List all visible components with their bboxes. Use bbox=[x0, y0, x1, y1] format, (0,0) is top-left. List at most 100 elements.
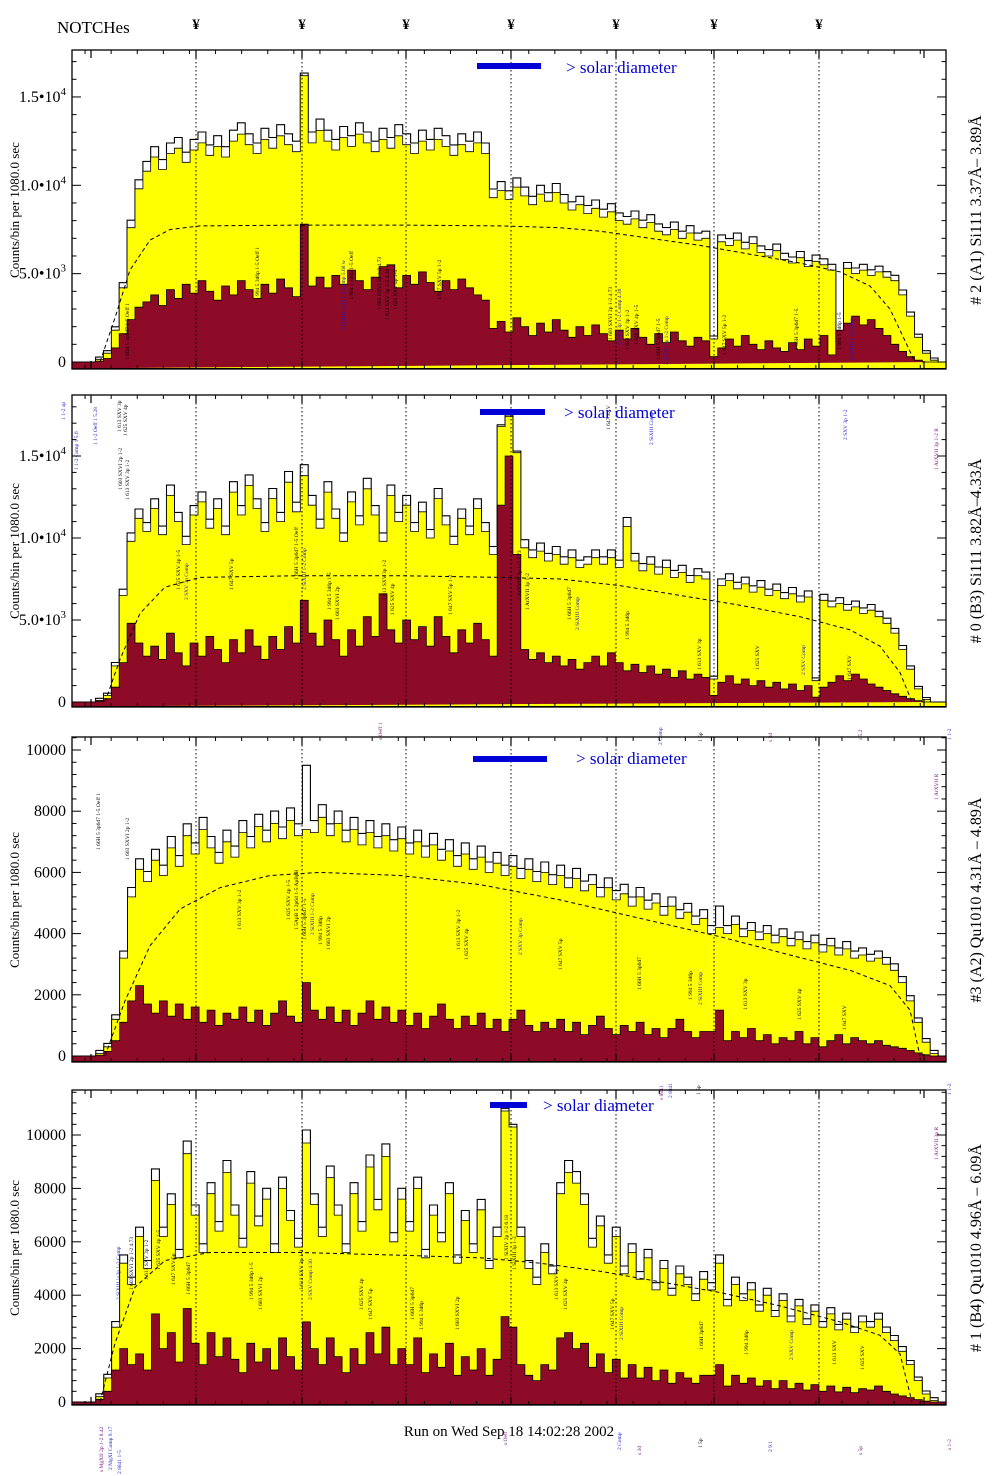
line-annotation: 1 647 SXV 5p 1-2 bbox=[722, 315, 728, 355]
line-annotation: 1 647 SXV 5p bbox=[368, 1288, 374, 1320]
line-annotation: 1 613 SXV 3p 1-2 bbox=[237, 890, 243, 930]
line-annotation: s Oeff bbox=[502, 1431, 509, 1445]
line-annotation: 1 994 5 3d6p 1-5 bbox=[327, 572, 333, 610]
line-annotation: 2 SiXIII Comp bbox=[649, 412, 655, 445]
line-annotation: 1 647 SXV 5p bbox=[558, 938, 564, 970]
y-tick-label: 1.5•104 bbox=[19, 86, 67, 106]
line-annotation: 1 1-2 bbox=[947, 1083, 953, 1095]
y-tick-label: 4000 bbox=[34, 926, 66, 943]
line-annotation: 1 625 SXV 4p bbox=[359, 1278, 365, 1310]
line-annotation: 1 603 SXVI 2p bbox=[455, 1296, 461, 1330]
line-annotation: 1 5p bbox=[698, 1438, 704, 1448]
line-annotation: 1 613 SXV 3p bbox=[554, 1268, 560, 1300]
line-annotation: 1 625 SXV 4p bbox=[390, 583, 396, 615]
line-annotation: 2 SiXIII 1s3p 1-2 Comp 5.68 w bbox=[341, 260, 347, 330]
line-annotation: 2 8841 1-5 bbox=[117, 1450, 123, 1474]
average-curve bbox=[99, 224, 916, 363]
y-tick-label: 8000 bbox=[34, 803, 66, 820]
y-tick-label: 1.0•104 bbox=[19, 527, 67, 547]
run-timestamp: Run on Wed Sep 18 14:02:28 2002 bbox=[403, 1424, 615, 1440]
notch-symbol: ¥ bbox=[612, 17, 620, 33]
notches-title: NOTCHes bbox=[57, 18, 130, 37]
line-annotation: s 8841 bbox=[659, 1085, 665, 1100]
panel-4-y-axis-unit: Counts/bin per 1080.0 sec bbox=[7, 1179, 22, 1316]
line-annotation: 1 625 SXV bbox=[860, 1345, 866, 1370]
line-annotation: 1 994 5 3d6p bbox=[318, 916, 324, 945]
line-annotation: 1 603 SXVI 2p bbox=[326, 916, 332, 950]
line-annotation: 1 625 SXV 4p 1-5 bbox=[393, 270, 399, 310]
histogram-dark-red bbox=[71, 455, 939, 707]
line-annotation: 1 613 SXV bbox=[832, 1340, 838, 1365]
line-annotation: 1 625 SXV 4p 1-5 bbox=[634, 305, 640, 345]
line-annotation: 1 994 3d6p bbox=[744, 1330, 750, 1355]
panel-3-y-axis-unit: Counts/bin per 1080.0 sec bbox=[7, 831, 22, 968]
y-tick-label: 1.0•104 bbox=[19, 174, 67, 194]
line-annotation: 1 994 5 3d6p bbox=[688, 971, 694, 1000]
panel-2-right-label: # 0 (B3) Si111 3.82Å–4.33Å bbox=[968, 458, 985, 644]
line-annotation: 2 SiXIV 2p 1-2 Comp bbox=[664, 316, 670, 365]
panel-1-y-axis-unit: Counts/bin per 1080.0 sec bbox=[7, 141, 22, 278]
line-annotation: 2 SiXIII 1-2 Comp bbox=[849, 318, 855, 360]
solar-diameter-label: > solar diameter bbox=[566, 58, 677, 77]
panel-1-right-label: # 2 (A1) Si111 3.37Å– 3.89Å bbox=[968, 114, 985, 305]
line-annotation: 1 ArXVIII 2p 1-2 3.73 bbox=[517, 550, 523, 600]
y-tick-label: 8000 bbox=[34, 1180, 66, 1197]
line-annotation: 2 SXV 3p 1-2 Comp 4.30 bbox=[617, 288, 623, 345]
line-annotation: 2 SXV 3p Comp bbox=[518, 918, 524, 955]
line-annotation: 2 SXV Comp bbox=[801, 645, 807, 675]
y-tick-label: 10000 bbox=[26, 1127, 66, 1144]
notch-symbol: ¥ bbox=[815, 17, 823, 33]
line-annotation: 1 625 SXV 4p 1-5 bbox=[156, 1230, 162, 1270]
line-annotation: 2 SiXIII Comp bbox=[575, 597, 581, 630]
line-annotation: 1 66H 3p6d7 bbox=[699, 1321, 705, 1350]
line-annotation: 2 SiXIII 1-2 Comp bbox=[310, 893, 316, 935]
line-annotation: 1 613 SXV 3p bbox=[743, 978, 749, 1010]
y-tick-label: 6000 bbox=[34, 864, 66, 881]
line-annotation: 1 66H 5 3p6d7 1-5 bbox=[302, 898, 308, 940]
line-annotation: 1 603 SXVI 2p 1-2 4.73 bbox=[608, 287, 614, 340]
line-annotation: 1 647 SXV 5p 1-2 bbox=[448, 575, 454, 615]
line-annotation: 1 647 SXV 5p bbox=[229, 558, 235, 590]
line-annotation: 1 66H 5 3p6d7 bbox=[567, 587, 573, 620]
line-annotation: s 5.2 bbox=[858, 729, 864, 740]
panel-frame bbox=[71, 736, 947, 1063]
histogram-dark-red bbox=[71, 982, 947, 1062]
line-annotation: 2 MgXI Comp 9.17 bbox=[108, 1426, 114, 1470]
line-annotation: 1 625 SXV 4p 1-5 bbox=[286, 880, 292, 920]
y-tick-label: 5.0•103 bbox=[19, 263, 67, 283]
line-annotation: 1 625 SXV 4p bbox=[797, 988, 803, 1020]
average-curve bbox=[99, 1252, 913, 1403]
panel-3-right-label: #3 (A2) Qu1010 4.31Å – 4.89Å bbox=[968, 797, 985, 1002]
histogram-dark-red bbox=[71, 1308, 947, 1405]
line-annotation: 1 625 SXV bbox=[755, 645, 761, 670]
line-annotation: 1 647 SXV 5p bbox=[610, 1298, 616, 1330]
histogram-dark-red bbox=[71, 223, 939, 369]
line-annotation: 2 SiXIII 1s3p 1-2 Comp bbox=[116, 1246, 122, 1300]
line-annotation: s 1-2 bbox=[947, 1439, 953, 1450]
y-tick-label: 0 bbox=[58, 1394, 66, 1411]
y-tick-label: 1.5•104 bbox=[19, 445, 67, 465]
line-annotation: 1 1-2 ap bbox=[61, 402, 67, 420]
line-annotation: 1 ArXVII R bbox=[934, 773, 940, 800]
line-annotation: 1 994 5 3d6p bbox=[625, 611, 631, 640]
solar-diameter-bar bbox=[473, 756, 547, 762]
line-annotation: 1 66H 5 3p6d7 bbox=[186, 1262, 192, 1295]
line-annotation: 1 66H 5 3p6d7 1-5 Oeff bbox=[293, 527, 300, 580]
line-annotation: 2 Comp bbox=[658, 727, 664, 745]
notch-symbol: ¥ bbox=[402, 17, 410, 33]
average-curve bbox=[104, 871, 921, 1057]
line-annotation: 2 SXV Comp bbox=[789, 1330, 795, 1360]
solar-diameter-label: > solar diameter bbox=[564, 403, 675, 422]
line-annotation: 1 625 SXV 4p 1-5 bbox=[176, 550, 182, 590]
line-annotation: 1 66H 5 3p6d7 1-5 bbox=[794, 308, 800, 350]
line-annotation: 1 613 SXV 3p 1-2 4.30 bbox=[385, 269, 391, 320]
line-annotation: 1 613 SXV 3p 1-2 bbox=[382, 560, 388, 600]
y-tick-label: 5.0•103 bbox=[19, 609, 67, 629]
line-annotation: 1 647 SXV bbox=[847, 655, 853, 680]
line-annotation: 1 647 SXV bbox=[606, 405, 612, 430]
line-annotation: 1 SiXIII 3p 1-2 bbox=[512, 1236, 518, 1270]
line-annotation: 1 603 SXVI 2p 1-2 4.73 bbox=[129, 1237, 135, 1290]
line-annotation: 2 SiXIII Comp bbox=[698, 972, 704, 1005]
solar-diameter-bar bbox=[490, 1102, 527, 1108]
line-annotation: s 3d bbox=[637, 1446, 643, 1455]
